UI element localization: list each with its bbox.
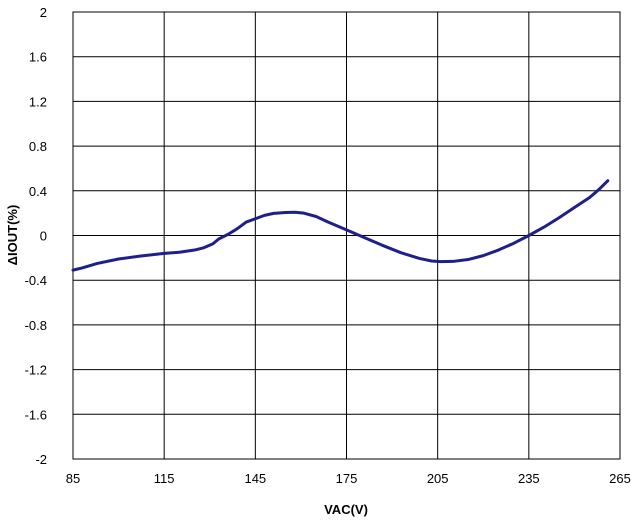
x-tick-label: 85 (66, 471, 80, 486)
y-tick-label: -0.4 (25, 273, 47, 288)
y-tick-label: 2 (40, 5, 47, 20)
x-tick-label: 265 (609, 471, 631, 486)
x-tick-label: 205 (427, 471, 449, 486)
x-tick-label: 235 (518, 471, 540, 486)
x-tick-label: 175 (336, 471, 358, 486)
plot-border (72, 11, 621, 460)
x-tick-label: 115 (154, 471, 175, 486)
y-tick-label: -1.6 (25, 407, 47, 422)
y-tick-label: 1.6 (29, 50, 47, 65)
series-layer (71, 179, 610, 272)
x-tick-label: 145 (244, 471, 266, 486)
y-axis-label: ΔIOUT(%) (5, 205, 20, 266)
y-tick-label: 0.4 (29, 184, 47, 199)
x-axis-label: VAC(V) (324, 502, 368, 517)
y-tick-label: 0.8 (29, 139, 47, 154)
y-tick-label: 1.2 (29, 94, 47, 109)
y-tick-label: 0 (40, 229, 47, 244)
y-tick-label: -2 (35, 452, 47, 467)
y-tick-label: -0.8 (25, 318, 47, 333)
series-line (71, 179, 610, 272)
tick-labels: 85 115 145 175 205 235 265 2 1.6 1.2 0.8 0.4 0 -0.4 -0… (25, 5, 631, 486)
y-tick-label: -1.2 (25, 363, 47, 378)
